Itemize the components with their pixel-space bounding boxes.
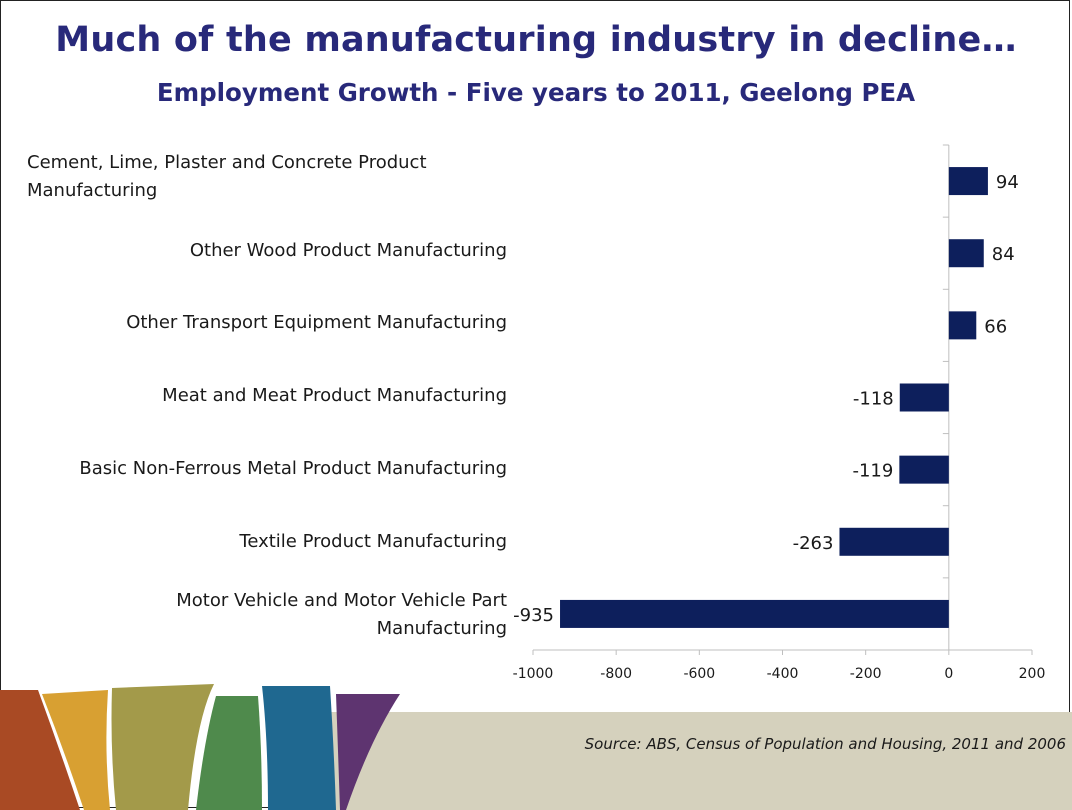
x-tick-label: 0 (944, 666, 953, 682)
swoosh-stripe-olive (111, 684, 214, 810)
category-label-cement: Cement, Lime, Plaster and Concrete Produ… (27, 152, 427, 201)
bar (948, 167, 988, 196)
slide-title: Much of the manufacturing industry in de… (55, 20, 1017, 60)
x-tick-label: -800 (600, 666, 632, 682)
swoosh-stripe-rust (0, 690, 80, 810)
bar (899, 383, 949, 412)
swoosh-stripe-green (196, 696, 262, 810)
x-tick-label: 200 (1019, 666, 1046, 682)
data-label: -118 (853, 389, 894, 410)
x-tick-label: -1000 (513, 666, 554, 682)
swoosh-stripe-gold (42, 690, 110, 810)
category-label-meat: Meat and Meat Product Manufacturing (162, 385, 507, 406)
x-tick-label: -200 (850, 666, 882, 682)
source-note: Source: ABS, Census of Population and Ho… (584, 735, 1066, 753)
brand-swoosh-graphic (0, 684, 400, 810)
bar (948, 311, 977, 340)
data-label: 66 (984, 316, 1007, 337)
x-tick-label: -600 (683, 666, 715, 682)
category-label-wood: Other Wood Product Manufacturing (189, 240, 507, 261)
swoosh-stripe-blue (262, 686, 336, 810)
data-label: -263 (793, 533, 834, 554)
category-label-transport: Other Transport Equipment Manufacturing (126, 312, 507, 333)
data-label: -119 (852, 461, 893, 482)
x-tick-label: -400 (767, 666, 799, 682)
swoosh-stripe-purple (336, 694, 400, 810)
data-label: 84 (992, 244, 1015, 265)
category-label-motor: Motor Vehicle and Motor Vehicle Part Man… (176, 590, 507, 639)
bar (948, 239, 984, 268)
data-label: 94 (996, 172, 1019, 193)
footer-band (330, 712, 1072, 810)
bar (839, 527, 949, 556)
category-label-textile: Textile Product Manufacturing (239, 531, 507, 552)
data-label: -935 (513, 605, 554, 626)
bar (899, 455, 949, 484)
chart-subtitle: Employment Growth - Five years to 2011, … (156, 78, 916, 107)
category-label-metal: Basic Non-Ferrous Metal Product Manufact… (79, 458, 507, 479)
bar (560, 599, 949, 628)
bar-chart: -1000 -800 -600 -400 -200 0 200 94 84 66 -118 -119 -… (513, 144, 1046, 682)
